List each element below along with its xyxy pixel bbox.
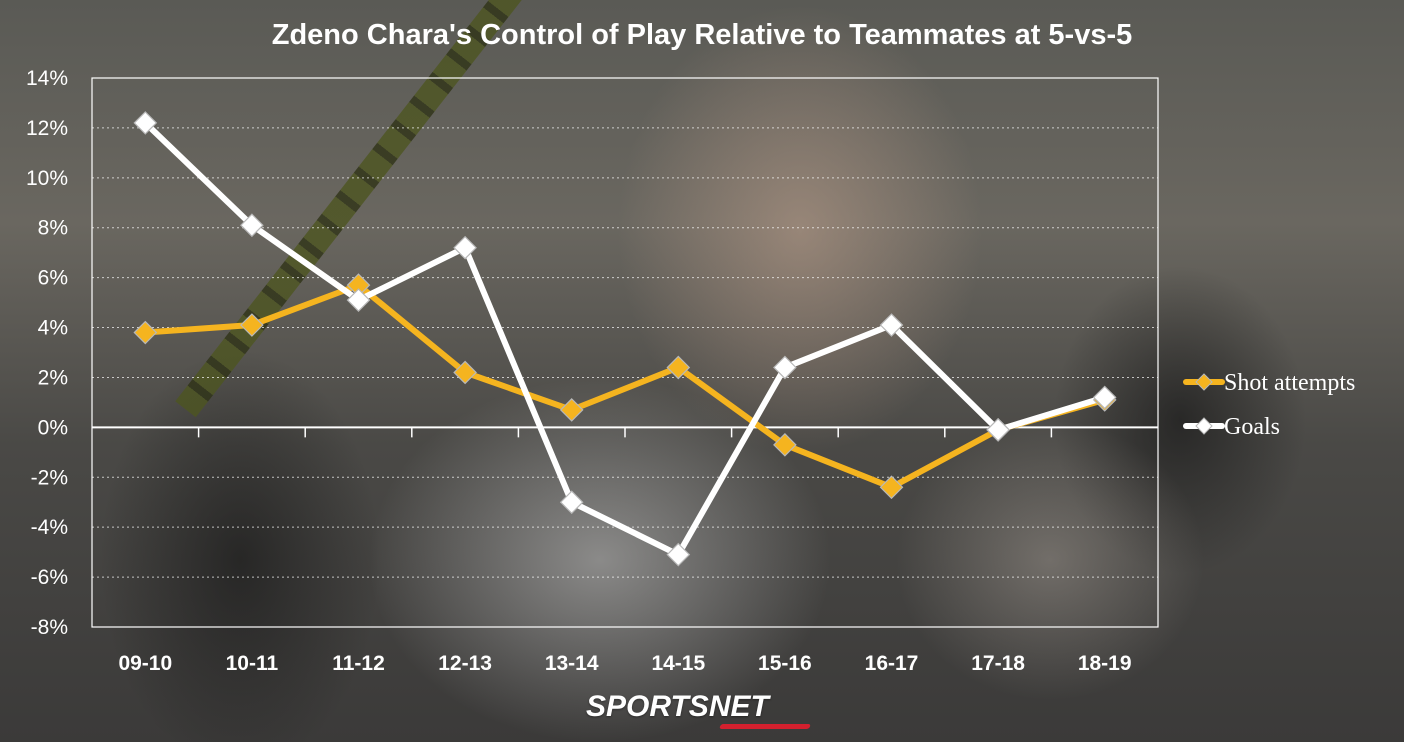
series-line-shot-attempts xyxy=(142,282,1108,491)
y-tick-label: 8% xyxy=(38,217,68,240)
data-point-goals xyxy=(1092,385,1117,410)
data-point-goals xyxy=(133,111,158,135)
y-tick-label: 10% xyxy=(26,167,68,190)
chart-title: Zdeno Chara's Control of Play Relative t… xyxy=(272,19,1132,51)
plot-frame xyxy=(91,77,1159,628)
legend: Shot attempts Goals xyxy=(1183,370,1355,440)
sportsnet-logo: SPORTSNET xyxy=(586,690,769,723)
x-tick-label: 12-13 xyxy=(438,652,492,675)
data-point-goals xyxy=(559,490,584,515)
data-point-goals xyxy=(240,213,264,238)
y-tick-label: -8% xyxy=(31,616,68,639)
y-tick-label: -6% xyxy=(31,566,68,589)
data-point-goals xyxy=(346,288,371,312)
y-tick-label: -2% xyxy=(31,466,68,489)
legend-swatch-marker xyxy=(1195,417,1213,435)
x-tick-label: 09-10 xyxy=(118,652,172,675)
logo-swoosh xyxy=(719,724,811,729)
data-point-shot-attempts xyxy=(133,320,158,345)
x-tick-label: 17-18 xyxy=(971,652,1025,675)
x-tick-label: 11-12 xyxy=(332,652,385,675)
data-point-shot-attempts xyxy=(773,432,797,457)
y-tick-label: 0% xyxy=(38,416,68,439)
data-point-shot-attempts xyxy=(666,355,691,380)
legend-label: Goals xyxy=(1224,414,1280,440)
x-tick-label: 10-11 xyxy=(226,652,279,675)
x-tick-label: 13-14 xyxy=(545,652,599,675)
data-point-shot-attempts xyxy=(453,360,477,385)
y-tick-label: -4% xyxy=(31,516,68,539)
legend-label: Shot attempts xyxy=(1224,370,1355,396)
y-tick-label: 6% xyxy=(38,267,68,290)
data-point-goals xyxy=(879,313,904,337)
data-point-goals xyxy=(986,418,1010,442)
legend-swatch-marker xyxy=(1195,373,1213,391)
data-point-shot-attempts xyxy=(559,398,584,422)
data-point-shot-attempts xyxy=(240,313,264,337)
y-tick-label: 2% xyxy=(38,366,68,389)
data-point-shot-attempts xyxy=(879,475,904,500)
x-tick-label: 15-16 xyxy=(758,652,812,675)
plot-area: -8% -6% -4% -2% 0% 2% 4% 6% 8% 10% 12% 14% 09-10 10-1… xyxy=(26,67,1159,675)
data-point-goals xyxy=(453,235,477,260)
y-tick-label: 4% xyxy=(38,317,68,340)
data-point-goals xyxy=(666,542,691,567)
x-tick-label: 14-15 xyxy=(651,652,705,675)
y-tick-label: 14% xyxy=(26,67,68,90)
y-tick-label: 12% xyxy=(26,117,68,140)
data-point-goals xyxy=(773,355,797,380)
x-tick-label: 16-17 xyxy=(865,652,919,675)
series-line-goals xyxy=(142,119,1108,558)
x-tick-label: 18-19 xyxy=(1078,652,1132,675)
